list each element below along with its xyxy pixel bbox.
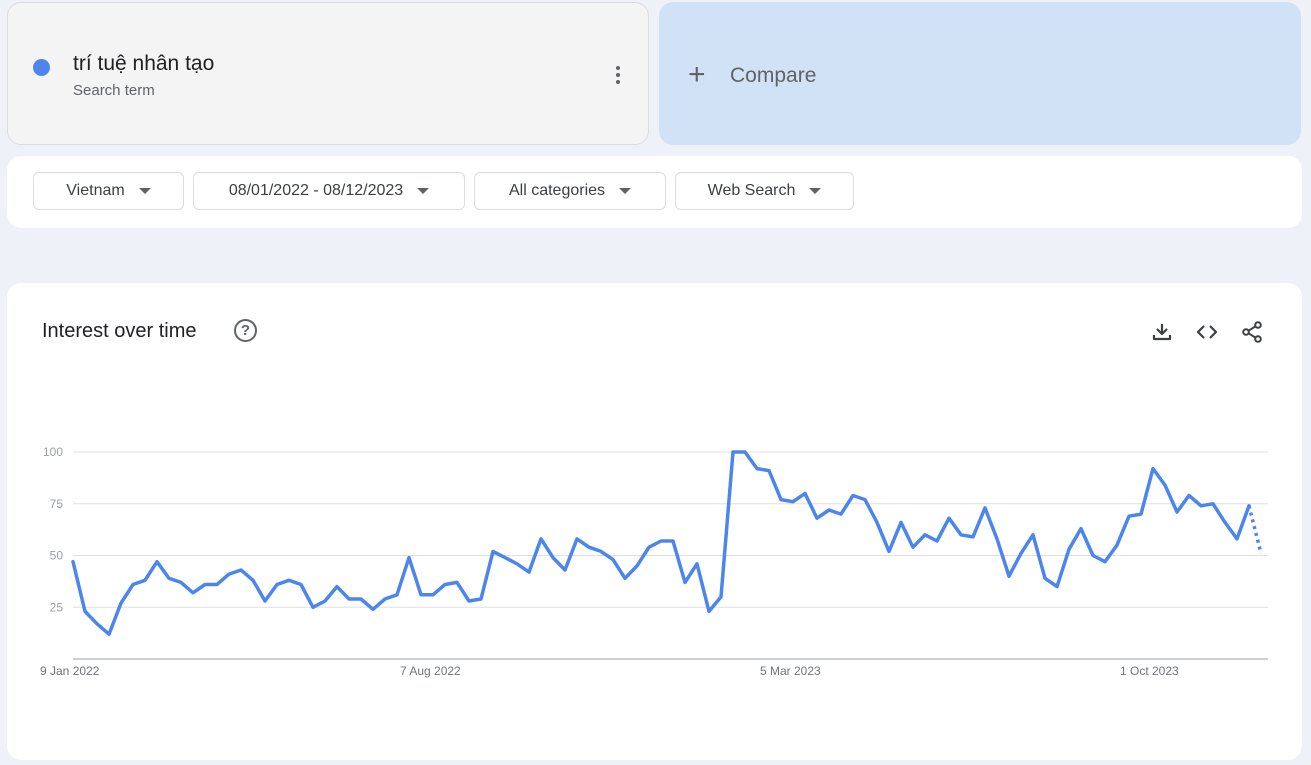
chevron-down-icon [809,188,822,194]
search-term-name[interactable]: trí tuệ nhân tạo [73,52,215,75]
chevron-down-icon [417,188,430,194]
more-vert-icon[interactable] [608,63,628,87]
x-tick-label: 9 Jan 2022 [40,664,100,678]
interest-line-chart: 25 50 75 100 9 Jan 2022 7 Aug 2022 5 Mar 2023 1… [40,445,1268,678]
region-filter[interactable]: Vietnam [33,172,184,210]
y-tick-label: 100 [43,445,63,459]
search-type-filter-label: Web Search [707,182,796,199]
y-tick-label: 25 [50,600,64,614]
term-color-dot [33,59,50,76]
compare-button[interactable]: + Compare [659,2,1301,145]
region-filter-label: Vietnam [66,182,125,199]
interest-over-time-panel: Interest over time ? 25 50 75 100 9 Jan 2022… [7,283,1302,760]
series-line-partial [1247,505,1263,554]
plus-icon: + [688,58,706,91]
compare-label: Compare [730,64,817,87]
section-divider [0,255,1311,283]
y-tick-label: 50 [50,549,64,563]
category-filter[interactable]: All categories [474,172,666,210]
category-filter-label: All categories [508,182,606,199]
series-line [71,450,1251,636]
date-range-filter[interactable]: 08/01/2022 - 08/12/2023 [193,172,465,210]
chevron-down-icon [619,188,632,194]
panel-title: Interest over time [42,320,197,342]
share-icon[interactable] [1240,320,1264,344]
chevron-down-icon [138,188,151,194]
download-icon[interactable] [1150,320,1174,344]
search-term-type: Search term [73,82,155,99]
help-icon[interactable]: ? [234,319,257,342]
embed-code-icon[interactable] [1195,320,1219,344]
search-type-filter[interactable]: Web Search [675,172,854,210]
date-range-filter-label: 08/01/2022 - 08/12/2023 [228,182,404,199]
search-term-card[interactable]: trí tuệ nhân tạo Search term [7,2,649,145]
y-tick-label: 75 [50,497,64,511]
x-tick-label: 7 Aug 2022 [400,664,461,678]
filter-bar: Vietnam 08/01/2022 - 08/12/2023 All cate… [7,156,1302,228]
x-tick-label: 1 Oct 2023 [1120,664,1179,678]
x-tick-label: 5 Mar 2023 [760,664,821,678]
